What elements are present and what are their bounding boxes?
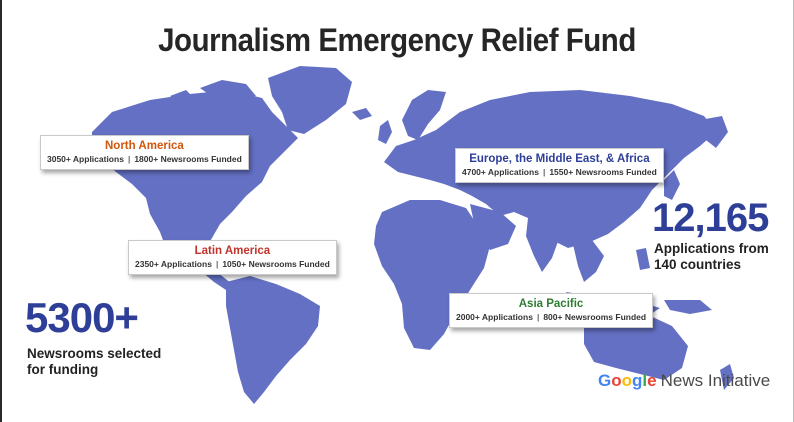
new-zealand-landmass — [720, 364, 734, 390]
southeast-asia-landmass — [572, 240, 604, 282]
region-stats: 2000+ Applications | 800+ Newsrooms Funded — [456, 311, 646, 323]
region-name: Asia Pacific — [518, 298, 584, 310]
applications-caption: Applications from 140 countries — [654, 241, 769, 273]
applications-caption-line1: Applications from — [654, 241, 769, 256]
greenland-landmass — [268, 66, 352, 134]
page-title: Journalism Emergency Relief Fund — [158, 22, 636, 58]
australia-landmass — [584, 312, 688, 380]
google-news-initiative-logo: Google News Initiative — [598, 371, 770, 391]
newsrooms-caption-line1: Newsrooms selected — [27, 346, 162, 361]
applications-total: 12,165 — [652, 196, 769, 240]
region-name: Europe, the Middle East, & Africa — [469, 153, 650, 165]
region-funded: 1050+ Newsrooms Funded — [222, 259, 330, 269]
kamchatka-landmass — [700, 116, 728, 148]
japan-landmass — [664, 170, 680, 200]
news-initiative-text: News Initiative — [660, 371, 771, 390]
region-stats: 4700+ Applications | 1550+ Newsrooms Funde… — [462, 166, 657, 178]
region-funded: 1550+ Newsrooms Funded — [549, 167, 657, 177]
google-wordmark: Google — [598, 371, 657, 390]
region-funded: 1800+ Newsrooms Funded — [134, 154, 242, 164]
arctic-islands-landmass — [200, 80, 256, 100]
newsrooms-caption: Newsrooms selected for funding — [27, 346, 161, 378]
north-america-landmass — [92, 90, 298, 266]
iceland-landmass — [352, 108, 372, 120]
stat-separator: | — [536, 312, 540, 322]
region-applications: 3050+ Applications — [47, 154, 124, 164]
newsrooms-total: 5300+ — [25, 294, 139, 341]
new-guinea-landmass — [664, 300, 712, 314]
region-applications: 2350+ Applications — [135, 259, 212, 269]
region-funded: 800+ Newsrooms Funded — [543, 312, 647, 322]
scandinavia-landmass — [402, 90, 446, 140]
region-applications: 4700+ Applications — [462, 167, 539, 177]
region-card-asia-pacific: Asia Pacific 2000+ Applications | 800+ New… — [449, 293, 654, 328]
newsrooms-caption-line2: for funding — [27, 362, 99, 377]
stat-separator: | — [542, 167, 546, 177]
stat-separator: | — [215, 259, 219, 269]
region-card-north-america: North America 3050+ Applications | 1800+ N… — [40, 135, 249, 170]
region-applications: 2000+ Applications — [456, 312, 533, 322]
region-stats: 2350+ Applications | 1050+ Newsrooms Funde… — [135, 258, 330, 270]
region-card-emea: Europe, the Middle East, & Africa 4700+ … — [455, 148, 664, 183]
applications-caption-line2: 140 countries — [654, 257, 742, 272]
philippines-landmass — [636, 248, 650, 270]
south-america-landmass — [226, 276, 320, 404]
uk-landmass — [378, 120, 392, 144]
region-name: Latin America — [194, 245, 271, 257]
region-stats: 3050+ Applications | 1800+ Newsrooms Funde… — [47, 153, 242, 165]
left-border — [0, 0, 2, 422]
india-landmass — [526, 218, 560, 272]
region-card-latin-america: Latin America 2350+ Applications | 1050+ N… — [128, 240, 337, 275]
stat-separator: | — [127, 154, 131, 164]
arctic-islands-landmass — [170, 90, 196, 106]
africa-landmass — [374, 200, 490, 350]
region-name: North America — [104, 140, 184, 152]
